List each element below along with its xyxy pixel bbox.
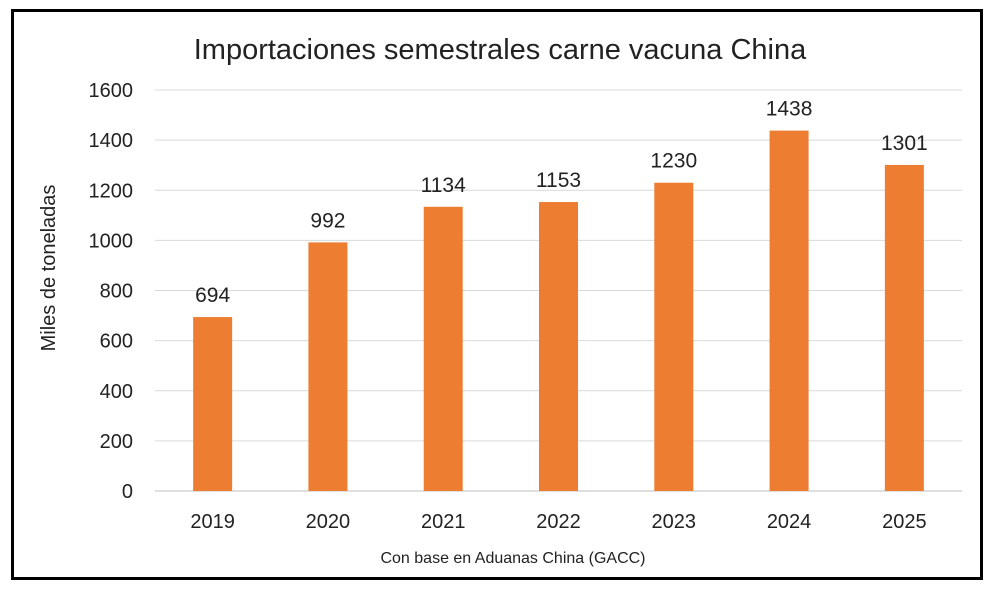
category-label: 2025 xyxy=(882,511,927,533)
category-label: 2023 xyxy=(652,511,697,533)
y-tick-label: 1000 xyxy=(89,230,134,252)
category-labels: 2019 2020 2021 2022 2023 2024 2025 xyxy=(190,511,926,533)
y-tick-label: 600 xyxy=(100,331,133,353)
bar xyxy=(308,242,348,491)
data-label: 1134 xyxy=(421,174,466,197)
bars xyxy=(193,130,924,492)
bar xyxy=(423,206,463,491)
chart-title: Importaciones semestrales carne vacuna C… xyxy=(194,34,807,66)
y-tick-label: 800 xyxy=(100,281,133,303)
data-label: 1301 xyxy=(881,132,928,155)
bar xyxy=(539,202,578,492)
category-label: 2020 xyxy=(306,511,351,533)
category-label: 2021 xyxy=(421,511,466,533)
category-label: 2022 xyxy=(536,511,581,533)
y-tick-label: 0 xyxy=(122,481,133,503)
y-axis-label: Miles de toneladas xyxy=(38,185,60,352)
y-tick-label: 1600 xyxy=(89,80,134,102)
category-label: 2019 xyxy=(190,511,235,533)
y-tick-label: 400 xyxy=(100,381,133,403)
data-label: 694 xyxy=(195,284,230,307)
data-label: 992 xyxy=(310,209,345,232)
data-label: 1153 xyxy=(536,169,581,192)
data-label: 1230 xyxy=(650,150,697,173)
y-tick-label: 200 xyxy=(100,431,133,453)
bar xyxy=(769,130,809,491)
data-labels: 694 992 1134 1153 1230 1438 1301 xyxy=(195,98,928,307)
bar xyxy=(654,182,694,491)
y-tick-labels: 0 200 400 600 800 1000 1200 1400 1600 xyxy=(89,80,134,503)
y-tick-label: 1400 xyxy=(89,130,134,152)
data-label: 1438 xyxy=(766,98,813,121)
x-axis-label: Con base en Aduanas China (GACC) xyxy=(380,550,645,567)
y-tick-label: 1200 xyxy=(89,180,134,202)
category-label: 2024 xyxy=(767,511,812,533)
bar xyxy=(193,317,233,491)
bar xyxy=(884,164,924,491)
chart-frame xyxy=(11,9,983,580)
